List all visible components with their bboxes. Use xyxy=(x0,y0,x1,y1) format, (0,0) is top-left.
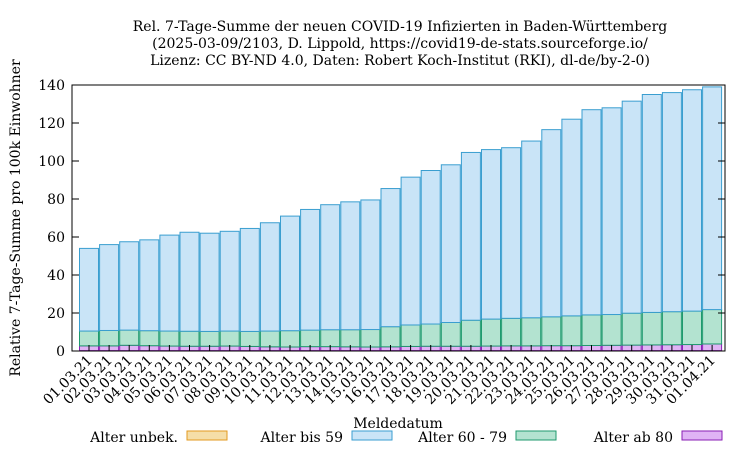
bar-alter-60-79-31.03.21 xyxy=(682,310,702,346)
bar-alter-60-79-20.03.21 xyxy=(460,319,481,347)
bar-alter-60-79-04.03.21 xyxy=(139,330,160,347)
bar-alter-60-79-05.03.21 xyxy=(159,330,180,347)
bar-alter-bis-59-20.03.21 xyxy=(460,151,481,321)
bar-alter-60-79-28.03.21 xyxy=(621,312,642,346)
title-line-3: Lizenz: CC BY-ND 4.0, Daten: Robert Koch… xyxy=(150,53,650,69)
y-tick-label: 0 xyxy=(56,344,65,360)
plot-frame xyxy=(71,84,726,352)
y-tick-label: 40 xyxy=(47,268,65,284)
legend-swatch xyxy=(515,430,557,441)
legend-label: Alter ab 80 xyxy=(593,430,673,446)
bar-alter-bis-59-02.03.21 xyxy=(99,244,120,331)
bar-alter-60-79-24.03.21 xyxy=(541,316,562,347)
bar-alter-bis-59-13.03.21 xyxy=(320,204,341,331)
bar-alter-bis-59-24.03.21 xyxy=(541,129,562,318)
title-line-2: (2025-03-09/2103, D. Lippold, https://co… xyxy=(152,36,648,52)
bar-alter-60-79-25.03.21 xyxy=(561,315,582,347)
legend-swatch xyxy=(351,430,393,441)
bar-alter-bis-59-01.04.21 xyxy=(702,86,723,311)
bar-alter-bis-59-19.03.21 xyxy=(440,164,461,323)
bar-alter-60-79-19.03.21 xyxy=(440,322,461,347)
y-tick-label: 80 xyxy=(47,192,65,208)
bar-alter-bis-59-31.03.21 xyxy=(682,89,702,312)
bar-alter-60-79-29.03.21 xyxy=(641,311,662,346)
bar-alter-bis-59-01.03.21 xyxy=(79,247,99,332)
bar-alter-60-79-08.03.21 xyxy=(219,330,240,347)
bar-alter-60-79-23.03.21 xyxy=(521,317,542,347)
bar-alter-bis-59-14.03.21 xyxy=(340,201,361,331)
bar-alter-bis-59-22.03.21 xyxy=(501,147,522,319)
bars-layer xyxy=(79,86,723,352)
bar-alter-60-79-10.03.21 xyxy=(259,330,280,348)
y-axis-label: Relative 7-Tage-Summe pro 100k Einwohner xyxy=(8,59,24,377)
legend-swatch xyxy=(681,430,723,441)
bar-alter-60-79-02.03.21 xyxy=(99,329,120,347)
bar-alter-60-79-11.03.21 xyxy=(280,330,300,348)
bar-alter-60-79-22.03.21 xyxy=(501,317,522,347)
bar-alter-60-79-26.03.21 xyxy=(581,314,602,346)
bar-alter-bis-59-21.03.21 xyxy=(481,149,501,320)
bar-alter-bis-59-12.03.21 xyxy=(300,208,321,331)
x-axis-label: Meldedatum xyxy=(353,416,443,432)
chart-title: Rel. 7-Tage-Summe der neuen COVID-19 Inf… xyxy=(133,19,668,69)
y-tick-label: 120 xyxy=(38,116,65,132)
bar-alter-60-79-17.03.21 xyxy=(400,324,421,347)
bar-alter-bis-59-03.03.21 xyxy=(119,241,140,331)
bar-alter-60-79-01.03.21 xyxy=(79,330,99,347)
legend-label: Alter unbek. xyxy=(89,430,178,446)
bar-alter-bis-59-10.03.21 xyxy=(259,222,280,332)
y-tick-label: 60 xyxy=(47,230,65,246)
bar-alter-bis-59-27.03.21 xyxy=(601,107,622,316)
legend-label: Alter 60 - 79 xyxy=(417,430,507,446)
bar-alter-bis-59-05.03.21 xyxy=(159,234,180,332)
bar-alter-60-79-06.03.21 xyxy=(179,330,200,347)
bar-alter-bis-59-07.03.21 xyxy=(199,232,220,332)
y-tick-label: 140 xyxy=(38,78,65,94)
bar-alter-bis-59-30.03.21 xyxy=(661,92,682,313)
bar-alter-bis-59-06.03.21 xyxy=(179,231,200,332)
x-axis: 01.03.2102.03.2103.03.2104.03.2105.03.21… xyxy=(40,345,719,408)
bar-alter-bis-59-15.03.21 xyxy=(360,199,381,331)
bar-alter-bis-59-28.03.21 xyxy=(621,100,642,314)
bar-alter-60-79-14.03.21 xyxy=(340,329,361,348)
bar-alter-60-79-13.03.21 xyxy=(320,329,341,348)
bar-alter-bis-59-17.03.21 xyxy=(400,176,421,326)
y-tick-label: 100 xyxy=(38,154,65,170)
legend-label: Alter bis 59 xyxy=(259,430,343,446)
bar-alter-60-79-07.03.21 xyxy=(199,330,220,347)
legend: Alter unbek. Alter bis 59 Alter 60 - 79 Alt… xyxy=(89,430,723,446)
title-line-1: Rel. 7-Tage-Summe der neuen COVID-19 Inf… xyxy=(133,19,668,35)
legend-swatch xyxy=(186,430,228,441)
bar-alter-60-79-03.03.21 xyxy=(119,329,140,346)
bar-alter-bis-59-09.03.21 xyxy=(239,227,260,332)
bar-alter-60-79-27.03.21 xyxy=(601,314,622,346)
bar-alter-bis-59-25.03.21 xyxy=(561,118,582,317)
bar-alter-60-79-09.03.21 xyxy=(239,330,260,347)
bar-alter-bis-59-18.03.21 xyxy=(420,170,441,325)
bar-alter-bis-59-08.03.21 xyxy=(219,230,240,332)
bar-alter-bis-59-16.03.21 xyxy=(380,188,401,328)
bar-alter-bis-59-11.03.21 xyxy=(280,215,300,332)
bar-alter-60-79-30.03.21 xyxy=(661,311,682,346)
bar-alter-bis-59-26.03.21 xyxy=(581,109,602,316)
y-axis: 0 20 40 60 80 100 120 140 xyxy=(38,78,725,360)
bar-alter-60-79-01.04.21 xyxy=(702,309,723,345)
bar-alter-60-79-21.03.21 xyxy=(481,318,501,347)
bar-alter-bis-59-29.03.21 xyxy=(641,94,662,313)
bar-alter-60-79-18.03.21 xyxy=(420,323,441,347)
bar-alter-60-79-12.03.21 xyxy=(300,329,321,348)
y-tick-label: 20 xyxy=(47,306,65,322)
bar-alter-bis-59-23.03.21 xyxy=(521,140,542,319)
bar-alter-60-79-15.03.21 xyxy=(360,329,381,348)
bar-alter-60-79-16.03.21 xyxy=(380,326,401,348)
bar-alter-bis-59-04.03.21 xyxy=(139,239,160,332)
